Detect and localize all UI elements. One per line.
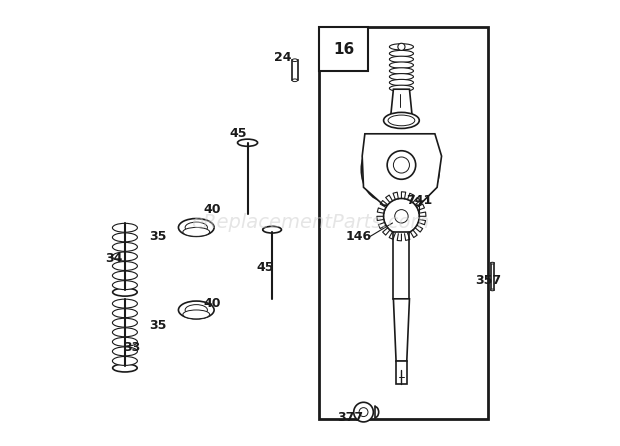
Text: 40: 40: [203, 203, 221, 216]
Ellipse shape: [185, 222, 208, 233]
Ellipse shape: [112, 328, 138, 337]
Bar: [490, 263, 494, 290]
Ellipse shape: [113, 364, 137, 372]
Ellipse shape: [112, 252, 138, 261]
Ellipse shape: [112, 347, 138, 356]
Ellipse shape: [112, 318, 138, 327]
Polygon shape: [394, 299, 409, 361]
Text: 45: 45: [230, 127, 247, 140]
Ellipse shape: [389, 85, 414, 91]
Ellipse shape: [112, 337, 138, 346]
Ellipse shape: [112, 223, 138, 232]
Ellipse shape: [179, 301, 214, 319]
Ellipse shape: [384, 112, 419, 128]
Ellipse shape: [292, 79, 298, 82]
Polygon shape: [362, 134, 441, 205]
Ellipse shape: [389, 50, 414, 57]
Ellipse shape: [263, 227, 281, 233]
Circle shape: [398, 43, 405, 50]
Ellipse shape: [112, 233, 138, 242]
Circle shape: [394, 157, 409, 173]
Text: 741: 741: [406, 194, 432, 207]
Ellipse shape: [292, 59, 298, 62]
Circle shape: [384, 198, 419, 234]
Ellipse shape: [112, 261, 138, 270]
Ellipse shape: [388, 115, 415, 126]
Ellipse shape: [490, 262, 494, 264]
Ellipse shape: [359, 408, 368, 417]
Ellipse shape: [389, 74, 414, 80]
Bar: [396, 361, 407, 384]
Polygon shape: [391, 89, 412, 116]
Ellipse shape: [389, 68, 414, 74]
Circle shape: [395, 210, 408, 223]
Text: 35: 35: [149, 230, 167, 243]
Ellipse shape: [112, 356, 138, 365]
Ellipse shape: [112, 299, 138, 308]
Bar: [292, 60, 298, 80]
Text: 45: 45: [257, 261, 274, 274]
Text: eReplacementParts.com: eReplacementParts.com: [191, 214, 429, 232]
Ellipse shape: [112, 281, 138, 289]
Text: 24: 24: [275, 51, 292, 65]
Ellipse shape: [237, 139, 257, 146]
Ellipse shape: [361, 138, 406, 201]
Bar: [319, 27, 368, 71]
Text: 40: 40: [203, 297, 221, 310]
Ellipse shape: [113, 288, 137, 296]
Ellipse shape: [389, 62, 414, 68]
Ellipse shape: [399, 140, 440, 198]
Ellipse shape: [112, 309, 138, 318]
Ellipse shape: [179, 219, 214, 236]
Text: 377: 377: [337, 410, 363, 424]
Text: 33: 33: [123, 341, 140, 355]
Ellipse shape: [377, 132, 426, 198]
Ellipse shape: [389, 79, 414, 86]
Ellipse shape: [490, 289, 494, 291]
Text: 35: 35: [149, 319, 167, 332]
Bar: [319, 27, 489, 419]
Ellipse shape: [389, 56, 414, 62]
Ellipse shape: [112, 271, 138, 280]
Text: 357: 357: [476, 274, 502, 288]
Bar: [394, 232, 409, 299]
Ellipse shape: [183, 227, 210, 236]
Circle shape: [387, 151, 415, 179]
Ellipse shape: [183, 310, 210, 319]
Text: 16: 16: [333, 41, 354, 57]
Ellipse shape: [112, 243, 138, 252]
Ellipse shape: [185, 305, 208, 315]
Text: 146: 146: [346, 230, 372, 243]
Ellipse shape: [353, 402, 373, 422]
Text: 34: 34: [105, 252, 122, 265]
Ellipse shape: [389, 44, 414, 50]
